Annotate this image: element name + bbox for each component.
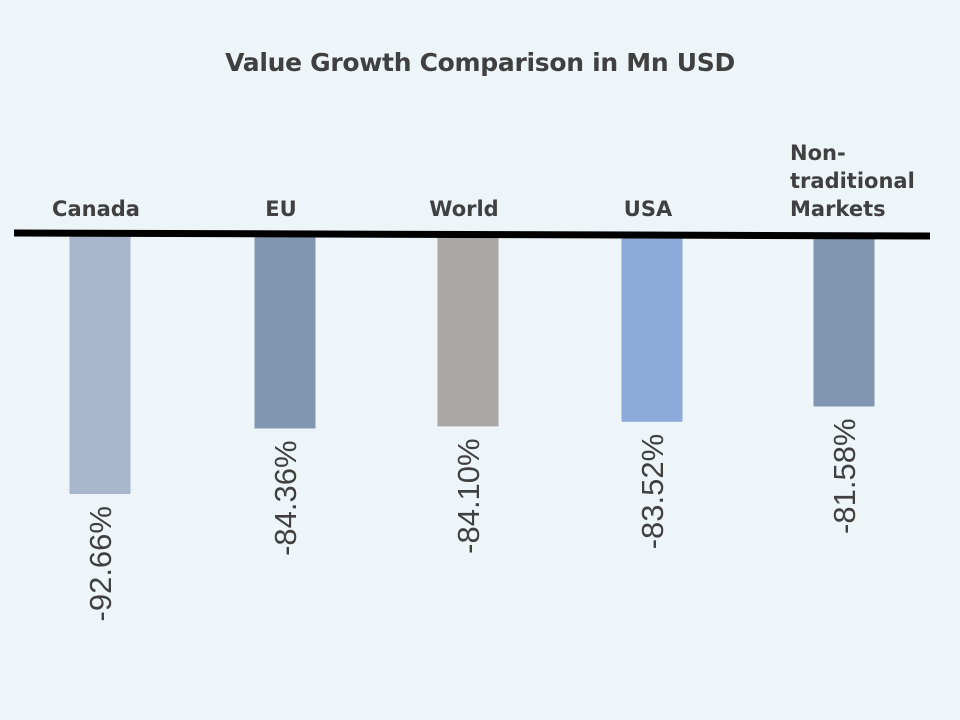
category-axis-line <box>13 229 931 240</box>
category-label-world: World <box>429 197 498 221</box>
category-label-usa: USA <box>624 197 673 221</box>
chart-title: Value Growth Comparison in Mn USD <box>225 48 735 77</box>
bar-world <box>437 236 499 427</box>
bar-usa <box>621 236 683 422</box>
labels-layer: -92.66% Canada -84.36% EU -84.10% World -83.52… <box>52 141 915 621</box>
category-label-canada: Canada <box>52 197 140 221</box>
bar-eu <box>254 236 316 429</box>
category-label-eu: EU <box>265 197 296 221</box>
category-label-non-traditional-markets: Non-traditional Markets <box>790 141 915 221</box>
data-label-non-traditional-markets: -81.58% <box>827 418 862 533</box>
data-label-eu: -84.36% <box>268 440 303 555</box>
bars-layer <box>69 236 875 495</box>
data-label-canada: -92.66% <box>83 506 118 621</box>
bar-non-traditional-markets <box>813 236 875 407</box>
bar-canada <box>69 236 131 495</box>
data-label-usa: -83.52% <box>635 434 670 549</box>
data-label-world: -84.10% <box>451 438 486 553</box>
